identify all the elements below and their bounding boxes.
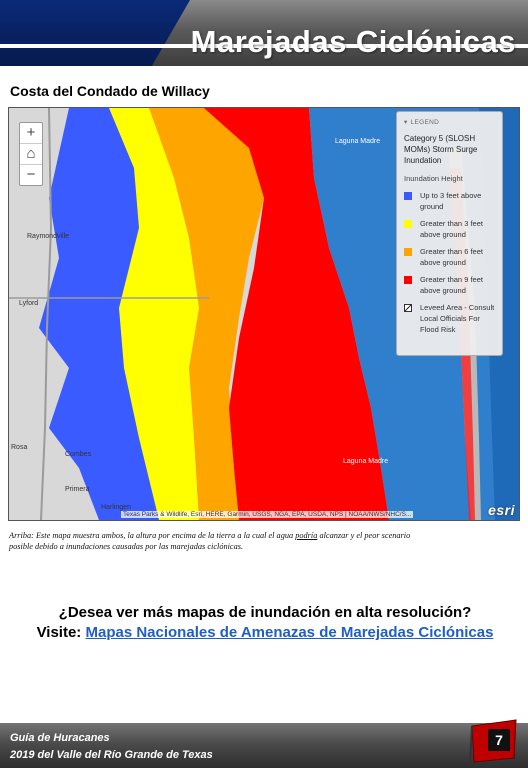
map-attribution: Texas Parks & Wildlife, Esri, HERE, Garm… — [121, 511, 414, 518]
zoom-out-button[interactable]: − — [26, 166, 36, 183]
visit-label: Visite: — [36, 624, 82, 641]
place-harlingen: Harlingen — [101, 504, 131, 511]
legend-swatch-red — [404, 276, 412, 284]
legend-swatch-blue — [404, 192, 412, 200]
legend-item-orange: Greater than 6 feet above ground — [404, 246, 495, 268]
legend-label: Up to 3 feet above ground — [420, 191, 482, 211]
legend-item-leveed: Leveed Area - Consult Local Officials Fo… — [404, 302, 495, 335]
esri-logo: esri — [488, 502, 515, 518]
legend-heading: LEGEND — [410, 118, 440, 126]
legend-swatch-yellow — [404, 220, 412, 228]
caption-underlined-word: podría — [295, 531, 318, 540]
high-res-maps-callout: ¿Desea ver más mapas de inundación en al… — [20, 604, 510, 643]
highway-77 — [40, 108, 53, 520]
legend-swatch-orange — [404, 248, 412, 256]
home-button[interactable]: ⌂ — [20, 144, 42, 165]
legend-item-red: Greater than 9 feet above ground — [404, 274, 495, 296]
footer-line-1: Guía de Huracanes — [10, 732, 110, 744]
page-header: Marejadas Ciclónicas — [0, 0, 528, 66]
place-primera: Primera — [65, 486, 90, 493]
place-rosa: Rosa — [11, 444, 28, 451]
legend-subtitle: Inundation Height — [404, 174, 463, 183]
caption-text-start: Arriba: Este mapa muestra ambos, la altu… — [9, 531, 296, 540]
legend-label: Greater than 9 feet above ground — [420, 275, 483, 295]
place-laguna-madre-north: Laguna Madre — [335, 138, 381, 145]
surge-zone-red — [204, 108, 389, 520]
map-subtitle: Costa del Condado de Willacy — [10, 83, 210, 99]
map-zoom-controls: + ⌂ − — [19, 122, 43, 186]
legend-label: Leveed Area - Consult Local Officials Fo… — [420, 303, 495, 334]
page-footer: Guía de Huracanes 2019 del Valle del Río… — [0, 720, 528, 768]
zoom-in-button[interactable]: + — [20, 123, 42, 144]
page-title: Marejadas Ciclónicas — [190, 24, 516, 59]
caption-text-end: alcanzar y el peor scenario posible debi… — [9, 531, 411, 551]
storm-surge-map[interactable]: + ⌂ − Raymondville Lyford Rosa Combes Pr… — [8, 107, 520, 521]
header-divider — [0, 44, 528, 48]
legend-label: Greater than 6 feet above ground — [420, 247, 483, 267]
cta-visit-line: Visite: Mapas Nacionales de Amenazas de … — [20, 623, 510, 643]
surge-zone-orange — [149, 108, 269, 520]
map-caption: Arriba: Este mapa muestra ambos, la altu… — [9, 530, 419, 552]
legend-item-blue: Up to 3 feet above ground — [404, 190, 495, 212]
legend-header[interactable]: ▾ LEGEND — [404, 118, 495, 127]
map-legend: ▾ LEGEND Category 5 (SLOSH MOMs) Storm S… — [396, 111, 503, 356]
legend-item-yellow: Greater than 3 feet above ground — [404, 218, 495, 240]
place-raymondville: Raymondville — [27, 233, 70, 240]
footer-line-2: 2019 del Valle del Río Grande de Texas — [10, 749, 213, 761]
cta-question: ¿Desea ver más mapas de inundación en al… — [58, 604, 472, 621]
footer-title: Guía de Huracanes 2019 del Valle del Río… — [10, 730, 213, 764]
legend-label: Greater than 3 feet above ground — [420, 219, 483, 239]
place-lyford: Lyford — [19, 300, 39, 307]
storm-surge-maps-link[interactable]: Mapas Nacionales de Amenazas de Marejada… — [85, 624, 494, 641]
footer-divider — [0, 720, 528, 723]
legend-title: Category 5 (SLOSH MOMs) Storm Surge Inun… — [404, 134, 478, 165]
chevron-down-icon: ▾ — [404, 119, 408, 126]
header-blue-stripe — [0, 0, 190, 66]
page-number: 7 — [488, 729, 510, 751]
place-combes: Combes — [65, 451, 92, 458]
place-laguna-madre-south: Laguna Madre — [343, 458, 389, 465]
legend-swatch-leveed — [404, 304, 412, 312]
home-icon: ⌂ — [26, 145, 36, 162]
